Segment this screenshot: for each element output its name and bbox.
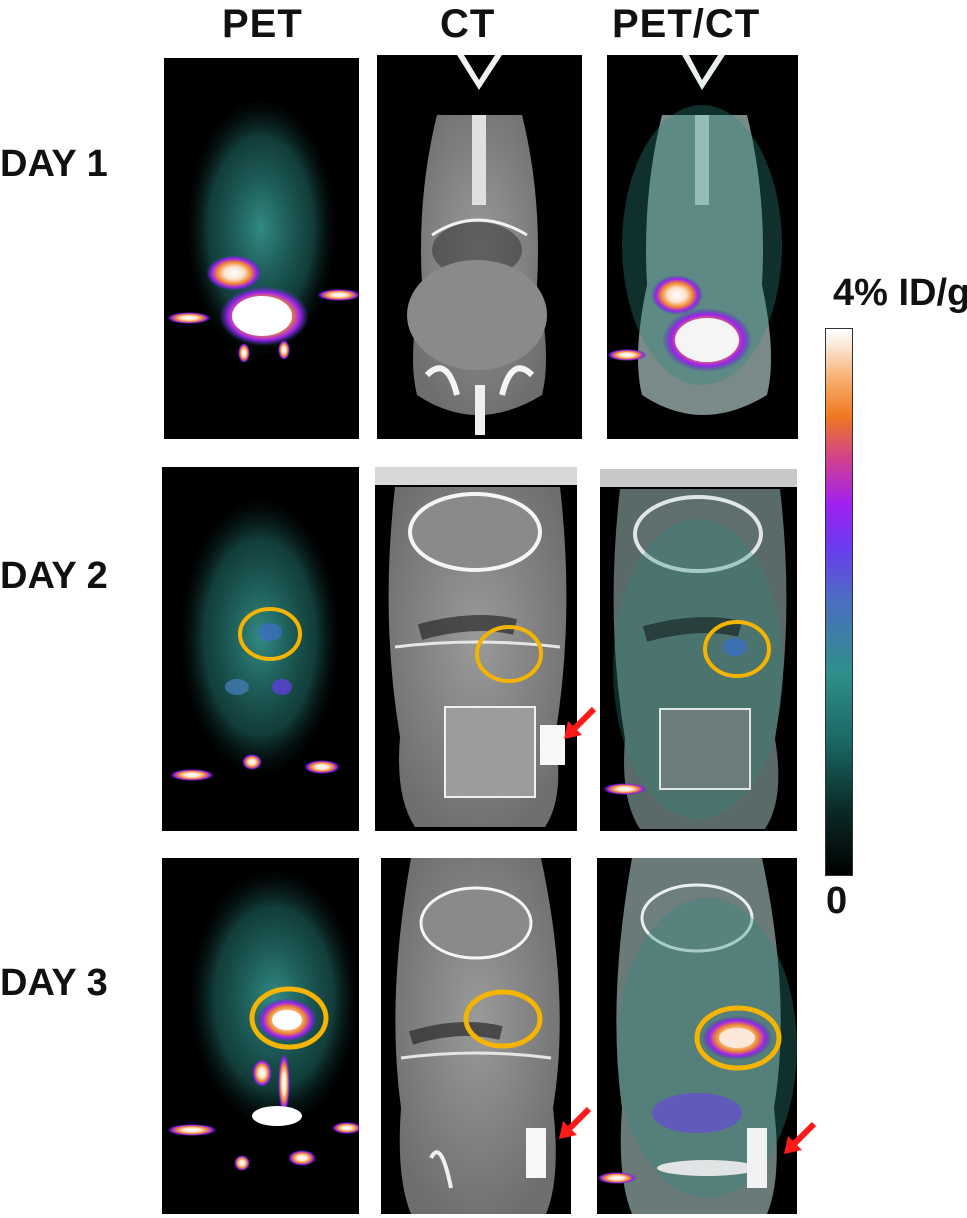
- ct-image-day3: [381, 858, 571, 1214]
- arrow-icon: [564, 706, 597, 739]
- ct-image-day2: [375, 467, 577, 831]
- roi-circle: [703, 620, 771, 678]
- column-header-ct: CT: [440, 2, 496, 46]
- column-header-petct: PET/CT: [612, 2, 761, 46]
- roi-circle: [694, 1005, 782, 1071]
- column-header-pet: PET: [222, 2, 303, 46]
- colorbar-min-label: 0: [826, 880, 848, 922]
- roi-circle: [475, 625, 543, 683]
- ct-image-day1: [377, 55, 582, 439]
- pet-image-day1: [164, 58, 359, 439]
- petct-image-day1: [607, 55, 798, 439]
- pet-image-day3: [162, 858, 359, 1214]
- row-label-day2: DAY 2: [0, 555, 108, 597]
- colorbar-max-label: 4% ID/g: [833, 272, 967, 314]
- roi-circle: [238, 607, 302, 661]
- arrow-icon: [784, 1121, 817, 1154]
- row-label-day3: DAY 3: [0, 962, 108, 1004]
- roi-circle: [249, 986, 329, 1050]
- pet-image-day2: [162, 467, 359, 831]
- arrow-icon: [559, 1106, 592, 1139]
- colorbar: [825, 328, 853, 876]
- roi-circle: [463, 989, 543, 1049]
- petct-image-day2: [600, 469, 797, 831]
- petct-image-day3: [597, 858, 797, 1214]
- row-label-day1: DAY 1: [0, 143, 108, 185]
